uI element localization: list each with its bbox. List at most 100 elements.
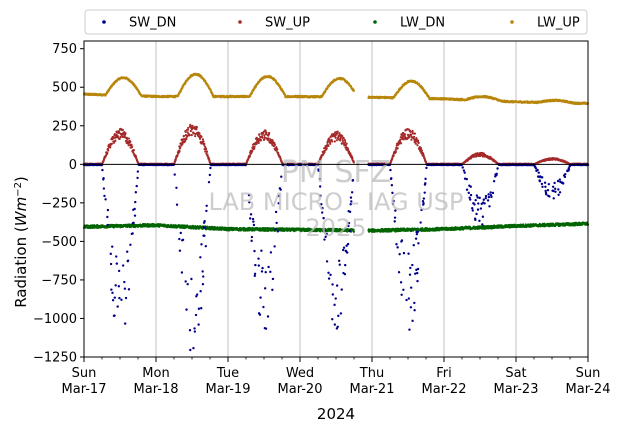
point-sw-up (118, 137, 121, 141)
point-sw-up (263, 134, 266, 137)
point-sw-up (176, 153, 179, 157)
point-sw-up (346, 147, 350, 151)
point-sw-up (174, 157, 177, 160)
point-sw-up (333, 140, 336, 143)
point-lw-dn (352, 230, 355, 233)
point-sw-up (336, 132, 339, 135)
point-sw-up (111, 138, 114, 141)
point-sw-up (127, 137, 131, 140)
point-sw-up (186, 128, 190, 131)
point-sw-up (193, 125, 196, 129)
point-lw-dn (352, 228, 355, 231)
point-sw-up (325, 147, 328, 150)
point-sw-up (279, 157, 282, 160)
point-sw-up (206, 153, 209, 156)
point-sw-up (343, 139, 347, 142)
point-sw-up (191, 124, 194, 128)
point-sw-up (410, 138, 413, 141)
point-sw-up (262, 130, 265, 133)
point-sw-up (263, 136, 266, 139)
point-sw-up (413, 132, 417, 135)
point-sw-up (404, 133, 407, 136)
point-sw-up (195, 126, 198, 129)
point-sw-up (205, 147, 208, 151)
point-sw-up (192, 132, 196, 135)
point-sw-up (201, 138, 205, 141)
point-sw-up (253, 145, 256, 148)
point-sw-up (416, 139, 420, 142)
point-sw-up (327, 138, 331, 141)
point-sw-up (267, 137, 270, 140)
point-lw-up (209, 89, 212, 92)
point-sw-up (203, 142, 206, 145)
point-sw-up (329, 142, 332, 145)
point-sw-up (335, 139, 338, 142)
point-sw-up (341, 134, 344, 138)
point-sw-up (399, 142, 403, 145)
point-sw-up (119, 135, 122, 139)
point-sw-up (179, 146, 182, 149)
point-sw-up (410, 133, 413, 136)
point-sw-up (200, 135, 203, 138)
point-lw-up (283, 93, 287, 96)
point-sw-up (132, 149, 135, 152)
point-sw-up (130, 143, 133, 147)
point-sw-up (414, 142, 417, 145)
point-sw-up (331, 140, 334, 143)
point-sw-up (419, 146, 423, 150)
point-sw-up (258, 133, 261, 136)
point-sw-up (271, 143, 274, 147)
point-sw-up (195, 128, 198, 131)
point-sw-up (399, 138, 402, 141)
point-sw-up (130, 145, 134, 148)
point-sw-up (187, 126, 190, 129)
point-sw-up (198, 132, 201, 135)
vertical-grid (155, 41, 517, 357)
point-sw-up (392, 154, 395, 157)
point-sw-up (327, 144, 330, 147)
point-sw-up (178, 150, 181, 153)
point-sw-up (412, 135, 416, 138)
point-sw-up (394, 150, 398, 154)
point-sw-up (194, 134, 197, 138)
point-sw-up (203, 145, 207, 148)
point-sw-up (202, 140, 205, 143)
point-sw-up (112, 141, 116, 144)
point-sw-up (344, 140, 347, 144)
point-sw-up (275, 146, 278, 149)
point-sw-up (188, 134, 191, 137)
point-sw-up (124, 132, 127, 135)
point-sw-up (189, 129, 192, 133)
point-sw-up (248, 155, 251, 158)
point-sw-up (411, 129, 414, 133)
point-sw-up (339, 139, 342, 142)
point-sw-up (273, 143, 277, 146)
point-sw-up (261, 136, 264, 139)
point-sw-up (334, 136, 337, 139)
point-sw-up (207, 157, 211, 160)
point-sw-up (265, 131, 268, 134)
point-sw-up (257, 141, 260, 145)
point-sw-up (107, 149, 110, 152)
point-sw-up (420, 149, 423, 152)
point-sw-up (184, 130, 187, 133)
point-sw-up (341, 139, 345, 143)
point-sw-up (123, 135, 126, 138)
point-sw-up (276, 148, 279, 151)
point-sw-up (336, 130, 339, 133)
point-lw-up (352, 89, 355, 93)
point-sw-up (396, 147, 399, 150)
point-sw-up (416, 144, 419, 147)
point-sw-up (190, 134, 193, 137)
point-sw-up (260, 139, 263, 142)
point-sw-up (198, 137, 202, 140)
point-sw-up (183, 139, 187, 143)
point-sw-up (279, 155, 282, 158)
point-sw-up (126, 137, 129, 141)
point-sw-up (273, 141, 276, 144)
point-sw-up (109, 146, 112, 149)
point-sw-up (182, 134, 186, 138)
point-sw-up (186, 135, 189, 138)
point-sw-up (345, 142, 348, 145)
